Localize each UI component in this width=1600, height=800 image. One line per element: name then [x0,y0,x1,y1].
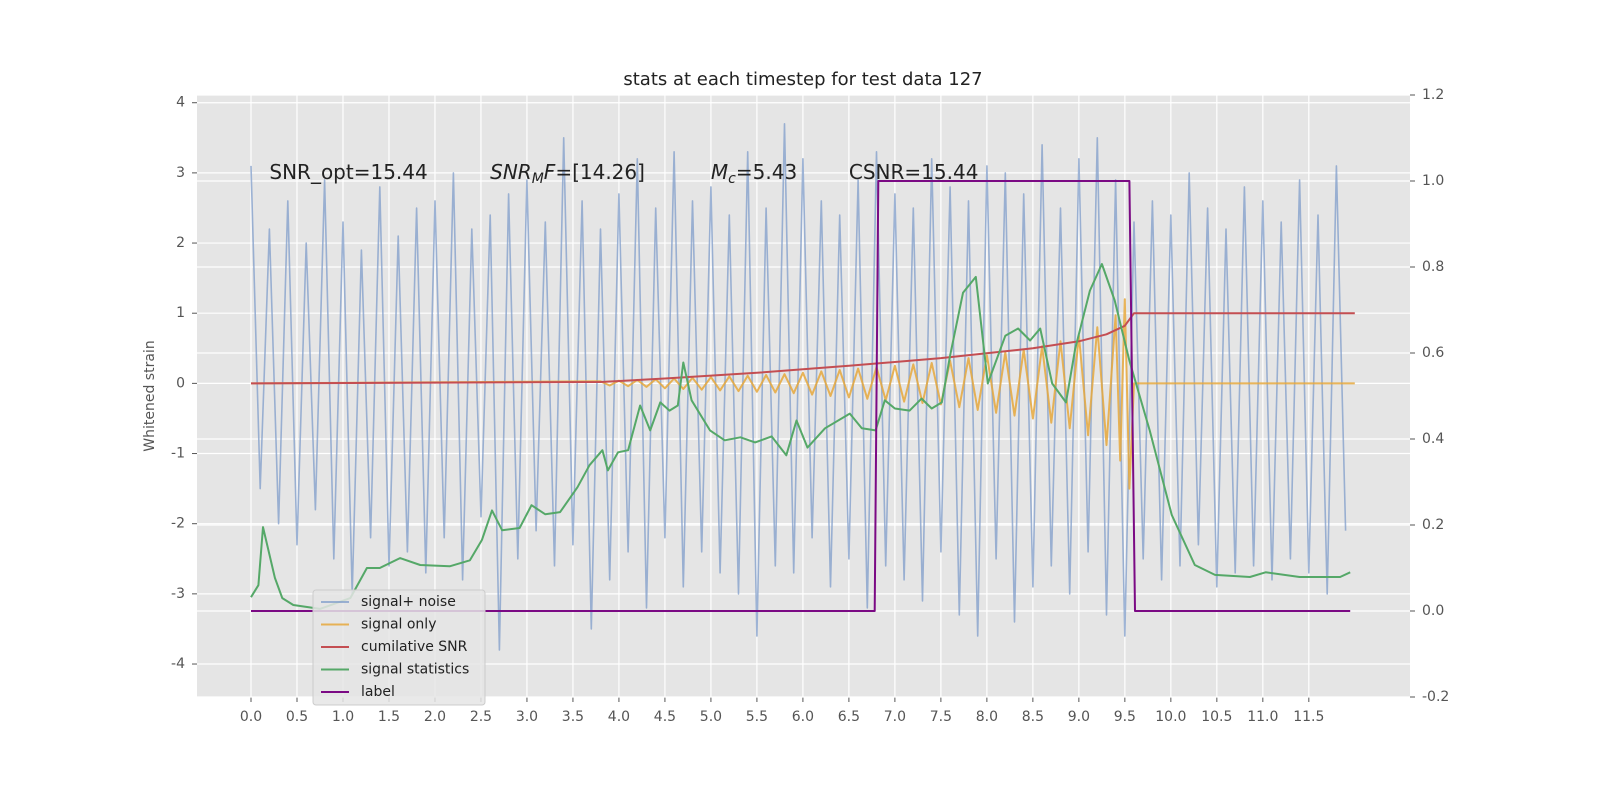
y2-tick-label: 1.2 [1422,87,1444,103]
x-tick-label: 7.0 [884,709,906,725]
x-tick-label: 9.0 [1068,709,1090,725]
series-line [250,263,1351,610]
x-tick-label: 0.5 [286,709,308,725]
legend-label: label [361,684,395,700]
series-line [250,312,1355,385]
y-tick-label: -4 [171,656,185,672]
x-tick-label: 5.0 [700,709,722,725]
y-tick-label: 0 [176,375,185,391]
y-tick-label: 1 [176,305,185,321]
annotation: SNRMF=[14.26] [490,159,645,187]
x-tick-label: 5.5 [746,709,768,725]
legend-label: signal only [361,617,436,633]
y2-tick-label: 1.0 [1422,173,1444,189]
y-tick-label: 4 [176,95,185,111]
x-tick-label: 2.0 [424,709,446,725]
y-tick-label: 3 [176,165,185,181]
x-tick-label: 6.0 [792,709,814,725]
y-tick-label: -2 [171,516,185,532]
x-tick-label: 3.5 [562,709,584,725]
x-tick-label: 4.0 [608,709,630,725]
legend-label: signal+ noise [361,594,456,610]
y-tick-label: -3 [171,586,185,602]
annotation: SNR_opt=15.44 [269,159,427,183]
y-tick-label: 2 [176,235,185,251]
y2-tick-label: 0.0 [1422,603,1444,619]
x-tick-label: 9.5 [1114,709,1136,725]
annotation-part: M [532,171,544,187]
x-tick-label: 8.5 [1022,709,1044,725]
x-tick-label: 10.0 [1155,709,1186,725]
annotation-part: M [711,159,728,183]
annotation-part: =[14.26] [555,159,645,183]
y-axis-label: Whitened strain [142,340,158,451]
annotation-part: F [544,159,556,183]
legend-box [312,589,486,706]
x-tick-label: 10.5 [1201,709,1232,725]
x-tick-label: 6.5 [838,709,860,725]
series-line [250,123,1347,651]
y2-tick-label: 0.8 [1422,259,1444,275]
y2-tick-label: 0.2 [1422,517,1444,533]
x-tick-label: 1.0 [332,709,354,725]
y2-tick-label: 0.6 [1422,345,1444,361]
y-tick-label: -1 [171,446,185,462]
annotation-part: =5.43 [736,159,797,183]
x-tick-label: 8.0 [976,709,998,725]
y2-tick-label: 0.4 [1422,431,1444,447]
annotation: CSNR=15.44 [849,159,979,183]
annotation-part: CSNR=15.44 [849,159,979,183]
legend-label: cumilative SNR [361,639,468,655]
chart-title: stats at each timestep for test data 127 [623,69,982,90]
x-tick-label: 4.5 [654,709,676,725]
y2-tick-label: -0.2 [1422,689,1449,705]
x-tick-label: 2.5 [470,709,492,725]
x-tick-label: 11.5 [1293,709,1324,725]
x-tick-label: 0.0 [240,709,262,725]
series-line [251,180,1351,612]
x-tick-label: 3.0 [516,709,538,725]
x-tick-label: 11.0 [1247,709,1278,725]
annotation-part: c [728,171,736,187]
x-tick-label: 7.5 [930,709,952,725]
legend-label: signal statistics [361,662,469,678]
annotation-part: SNR_opt=15.44 [269,159,427,183]
x-tick-label: 1.5 [378,709,400,725]
annotation: Mc=5.43 [711,159,797,187]
annotation-part: SNR [490,159,532,183]
